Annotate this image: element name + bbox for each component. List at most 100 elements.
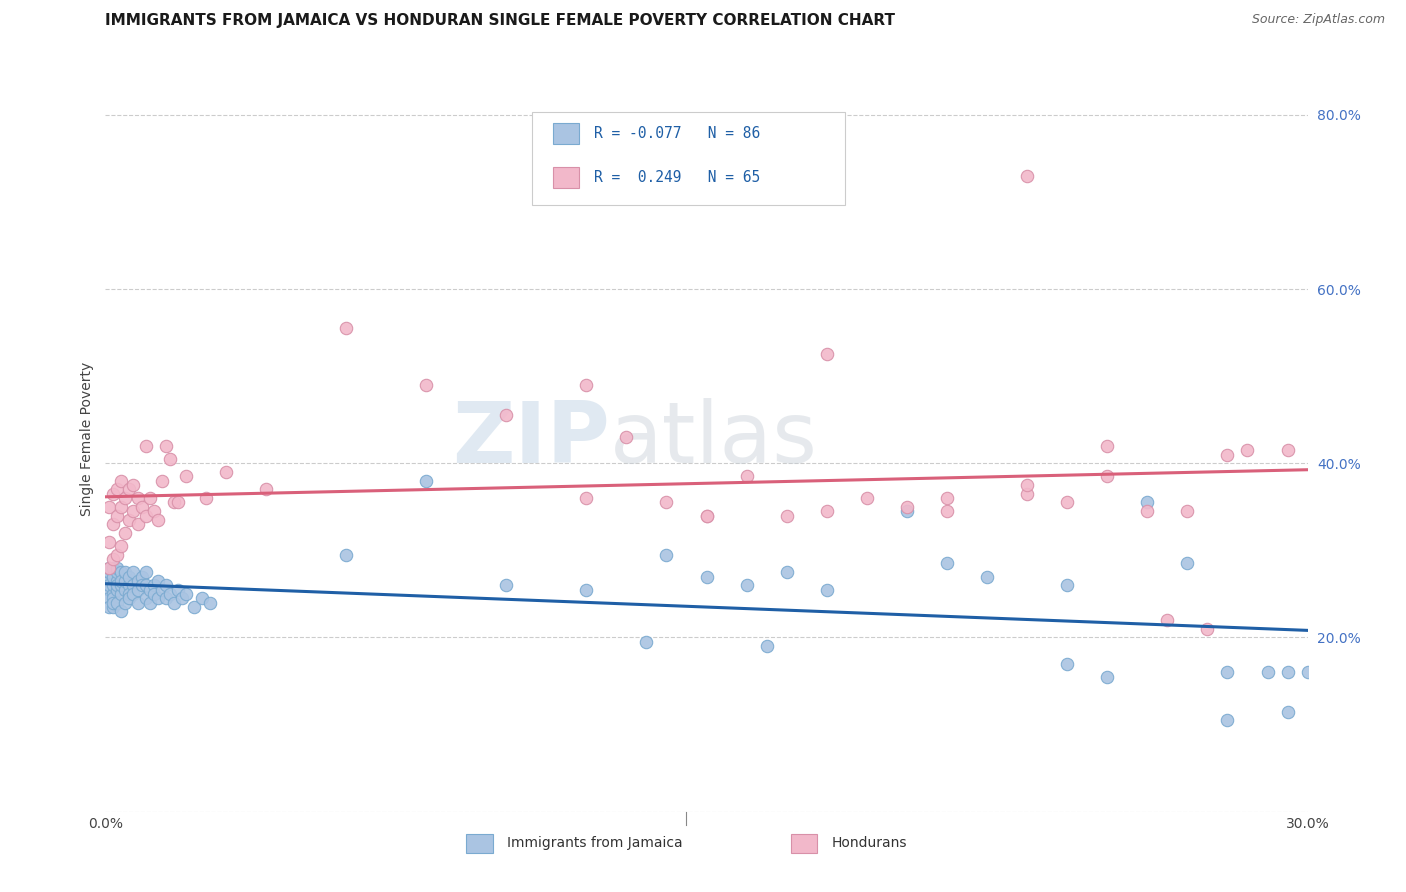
Point (122, 504, 145, 518)
Point (155, 578, 177, 592)
Point (1216, 448, 1239, 462)
Point (98, 561, 121, 575)
Point (254, 483, 277, 497)
Point (575, 582, 598, 597)
Text: Hondurans: Hondurans (831, 837, 907, 850)
FancyBboxPatch shape (533, 112, 845, 204)
Point (896, 500, 918, 514)
Point (1017, 478, 1039, 492)
Point (696, 569, 718, 583)
Point (103, 591, 125, 606)
Point (335, 321, 357, 335)
Point (335, 548, 357, 562)
Point (776, 565, 799, 579)
Point (127, 491, 149, 505)
Point (122, 565, 145, 579)
Point (131, 569, 153, 583)
Point (1216, 665, 1239, 680)
Point (114, 525, 136, 540)
Point (114, 491, 136, 505)
Bar (553, 123, 579, 144)
Point (1257, 665, 1279, 680)
Point (1277, 705, 1299, 719)
Point (110, 574, 132, 588)
Point (1056, 495, 1078, 509)
Point (135, 578, 157, 592)
Point (107, 548, 129, 562)
Point (135, 591, 157, 606)
Point (495, 409, 517, 423)
Point (98, 578, 121, 592)
Y-axis label: Single Female Poverty: Single Female Poverty (80, 362, 94, 516)
Point (896, 504, 918, 518)
Point (162, 596, 184, 610)
Point (815, 347, 838, 361)
Point (146, 591, 169, 606)
Point (122, 587, 145, 601)
Point (735, 469, 758, 483)
Point (1216, 713, 1239, 727)
Point (110, 565, 132, 579)
Text: R = -0.077   N = 86: R = -0.077 N = 86 (593, 126, 759, 141)
Point (146, 513, 169, 527)
Point (107, 578, 129, 592)
Point (1197, 622, 1219, 636)
Point (159, 587, 181, 601)
Point (118, 578, 141, 592)
Point (103, 587, 125, 601)
Point (118, 483, 141, 497)
Point (107, 582, 129, 597)
Point (131, 500, 153, 514)
Point (107, 508, 129, 523)
Point (146, 574, 169, 588)
Point (1296, 665, 1319, 680)
Point (1097, 469, 1119, 483)
Point (98, 534, 121, 549)
Point (183, 599, 205, 614)
Point (936, 557, 959, 571)
Point (114, 582, 136, 597)
Point (735, 578, 758, 592)
Point (575, 377, 598, 392)
Point (755, 639, 778, 653)
Text: atlas: atlas (610, 398, 818, 481)
Point (1097, 439, 1119, 453)
Point (98, 500, 121, 514)
Point (1177, 557, 1199, 571)
Point (103, 552, 125, 566)
Point (655, 495, 678, 509)
Point (174, 587, 197, 601)
Point (198, 596, 221, 610)
Point (1017, 169, 1039, 183)
Point (1177, 504, 1199, 518)
Point (142, 587, 165, 601)
Point (1056, 578, 1078, 592)
Point (166, 495, 188, 509)
Point (110, 587, 132, 601)
Point (636, 635, 658, 649)
Point (214, 465, 236, 479)
Point (150, 582, 173, 597)
Point (575, 491, 598, 505)
Point (98, 565, 121, 579)
Point (107, 483, 129, 497)
Bar (465, 834, 492, 853)
Text: Source: ZipAtlas.com: Source: ZipAtlas.com (1251, 13, 1385, 27)
Point (815, 504, 838, 518)
Point (131, 578, 153, 592)
Point (1136, 504, 1159, 518)
Point (155, 591, 177, 606)
Point (98, 561, 121, 575)
Text: Immigrants from Jamaica: Immigrants from Jamaica (508, 837, 682, 850)
Point (103, 599, 125, 614)
Point (1056, 657, 1078, 671)
Text: IMMIGRANTS FROM JAMAICA VS HONDURAN SINGLE FEMALE POVERTY CORRELATION CHART: IMMIGRANTS FROM JAMAICA VS HONDURAN SING… (105, 13, 896, 29)
Point (142, 504, 165, 518)
Point (127, 582, 149, 597)
Point (107, 565, 129, 579)
Point (855, 491, 877, 505)
Point (135, 565, 157, 579)
Point (118, 569, 141, 583)
Point (118, 591, 141, 606)
Point (135, 439, 157, 453)
